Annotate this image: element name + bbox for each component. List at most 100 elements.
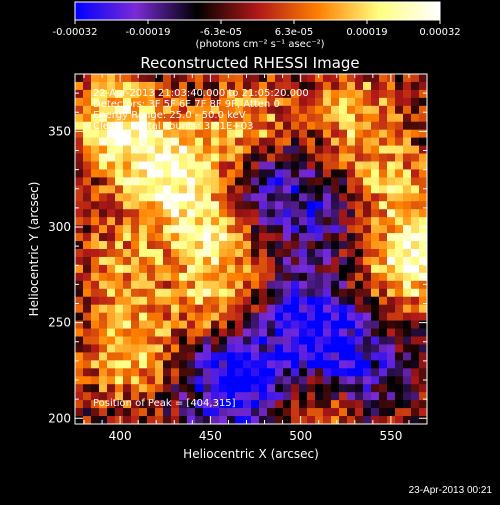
heatmap-cell xyxy=(235,376,244,385)
heatmap-cell xyxy=(107,288,116,298)
heatmap-cell xyxy=(75,145,84,154)
heatmap-cell xyxy=(243,376,252,385)
heatmap-cell xyxy=(187,320,196,329)
heatmap-cell xyxy=(411,177,420,186)
heatmap-cell xyxy=(83,153,92,162)
heatmap-cell xyxy=(291,392,300,401)
heatmap-cell xyxy=(115,201,124,210)
heatmap-cell xyxy=(403,256,412,266)
heatmap-cell xyxy=(147,400,156,409)
heatmap-cell xyxy=(291,145,300,154)
heatmap-cell xyxy=(299,153,308,162)
heatmap-cell xyxy=(179,74,188,83)
heatmap-cell xyxy=(99,153,108,162)
heatmap-cell xyxy=(83,392,92,401)
heatmap-cell xyxy=(331,129,340,139)
heatmap-cell xyxy=(243,225,252,234)
heatmap-cell xyxy=(403,169,412,178)
heatmap-cell xyxy=(291,344,300,353)
heatmap-cell xyxy=(187,201,196,210)
heatmap-cell xyxy=(347,304,356,314)
heatmap-cell xyxy=(267,81,276,91)
heatmap-cell xyxy=(171,113,180,123)
heatmap-cell xyxy=(171,217,180,226)
heatmap-cell xyxy=(347,137,356,146)
heatmap-cell xyxy=(307,145,316,154)
heatmap-cell xyxy=(315,89,324,99)
heatmap-cell xyxy=(115,89,124,99)
heatmap-cell xyxy=(315,185,324,194)
heatmap-cell xyxy=(347,74,356,83)
heatmap-cell xyxy=(283,241,292,250)
heatmap-cell xyxy=(371,201,380,210)
heatmap-cell xyxy=(203,288,212,298)
heatmap-cell xyxy=(211,97,220,107)
heatmap-cell xyxy=(179,105,188,115)
heatmap-cell xyxy=(339,97,348,107)
heatmap-cell xyxy=(267,105,276,115)
heatmap-cell xyxy=(331,360,340,369)
heatmap-cell xyxy=(299,249,308,258)
heatmap-cell xyxy=(123,256,132,266)
heatmap-cell xyxy=(163,400,172,409)
heatmap-cell xyxy=(411,320,420,329)
heatmap-cell xyxy=(75,376,84,385)
heatmap-cell xyxy=(91,304,100,314)
heatmap-cell xyxy=(163,376,172,385)
heatmap-cell xyxy=(315,264,324,274)
heatmap-cell xyxy=(355,328,364,337)
heatmap-cell xyxy=(219,249,228,258)
heatmap-cell xyxy=(115,392,124,401)
heatmap-cell xyxy=(283,225,292,234)
heatmap-cell xyxy=(339,145,348,154)
heatmap-cell xyxy=(139,384,148,393)
heatmap-cell xyxy=(403,185,412,194)
heatmap-cell xyxy=(267,304,276,314)
heatmap-cell xyxy=(387,344,396,353)
heatmap-cell xyxy=(235,89,244,99)
heatmap-cell xyxy=(291,209,300,218)
heatmap-cell xyxy=(235,169,244,178)
heatmap-cell xyxy=(347,217,356,226)
heatmap-cell xyxy=(131,89,140,99)
heatmap-cell xyxy=(307,185,316,194)
heatmap-cell xyxy=(171,129,180,139)
heatmap-cell xyxy=(211,376,220,385)
heatmap-cell xyxy=(339,105,348,115)
heatmap-cell xyxy=(403,137,412,146)
heatmap-cell xyxy=(347,384,356,393)
heatmap-cell xyxy=(403,320,412,329)
heatmap-cell xyxy=(403,81,412,91)
heatmap-cell xyxy=(267,352,276,361)
heatmap-cell xyxy=(131,249,140,258)
heatmap-cell xyxy=(379,376,388,385)
heatmap-cell xyxy=(187,193,196,202)
heatmap-cell xyxy=(379,145,388,154)
heatmap-cell xyxy=(227,272,236,282)
heatmap-cell xyxy=(115,233,124,242)
heatmap-cell xyxy=(371,304,380,314)
heatmap-cell xyxy=(379,264,388,274)
heatmap-cell xyxy=(267,177,276,186)
heatmap-cell xyxy=(195,74,204,83)
heatmap-cell xyxy=(331,312,340,321)
heatmap-cell xyxy=(419,344,428,353)
heatmap-cell xyxy=(419,129,428,139)
heatmap-cell xyxy=(419,360,428,369)
heatmap-cell xyxy=(411,113,420,123)
heatmap-cell xyxy=(155,408,164,417)
heatmap-cell xyxy=(347,249,356,258)
heatmap-cell xyxy=(403,177,412,186)
heatmap-cell xyxy=(227,225,236,234)
heatmap-cell xyxy=(211,320,220,329)
heatmap-cell xyxy=(139,233,148,242)
heatmap-cell xyxy=(315,320,324,329)
heatmap-cell xyxy=(235,352,244,361)
heatmap-cell xyxy=(347,344,356,353)
heatmap-cell xyxy=(203,241,212,250)
heatmap-cell xyxy=(139,225,148,234)
heatmap-cell xyxy=(139,81,148,91)
heatmap-cell xyxy=(419,74,428,83)
heatmap-cell xyxy=(251,368,260,377)
heatmap-cell xyxy=(371,280,380,290)
